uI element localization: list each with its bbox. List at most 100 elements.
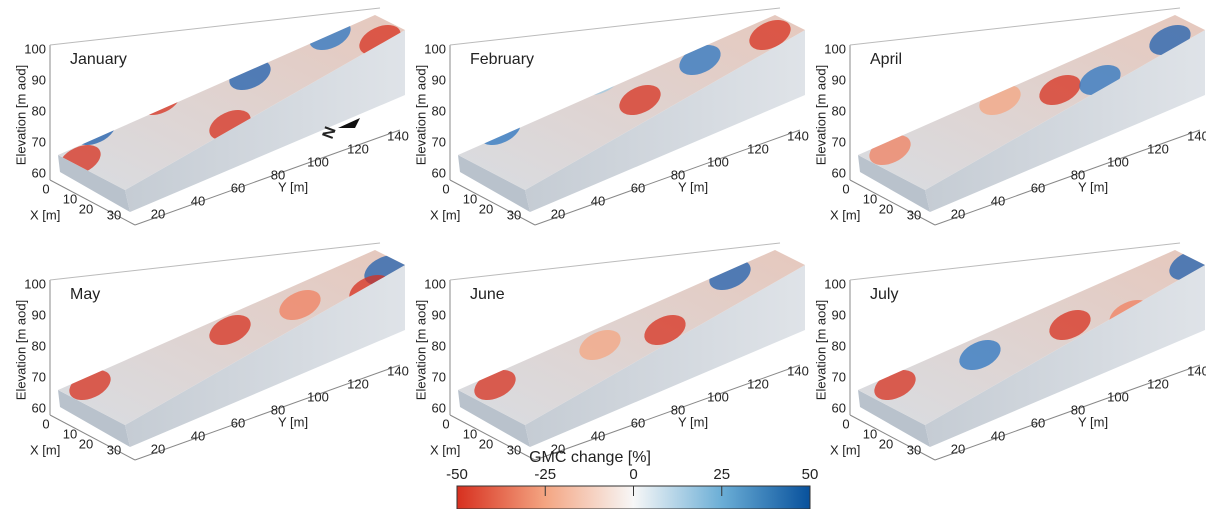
z-tick-label: 90 [832, 72, 846, 87]
colorbar-tick-label: 25 [713, 466, 730, 483]
panel-title: July [870, 286, 898, 303]
y-tick-label: 100 [307, 154, 329, 169]
y-tick-label: 80 [671, 167, 685, 182]
x-axis-label: X [m] [30, 207, 60, 222]
y-tick-label: 140 [387, 363, 409, 378]
anomaly [579, 329, 621, 361]
z-tick-label: 60 [432, 400, 446, 415]
colorbar-label: GMC change [%] [529, 449, 651, 466]
x-tick-label: 20 [79, 436, 93, 451]
z-tick-label: 100 [24, 41, 46, 56]
y-tick-label: 100 [707, 154, 729, 169]
x-tick-label: 30 [907, 207, 921, 222]
anomaly [959, 339, 1001, 371]
panel-title: May [70, 286, 100, 303]
z-tick-label: 70 [832, 369, 846, 384]
y-tick-label: 80 [271, 167, 285, 182]
y-axis-label: Y [m] [1078, 414, 1108, 429]
z-axis-label: Elevation [m aod] [13, 65, 28, 165]
panel: June Elevation [m aod] 100 90 80 70 60 X [m] 0 10… [413, 242, 809, 461]
y-axis-label: Y [m] [678, 179, 708, 194]
box-side [925, 265, 1205, 447]
x-tick-label: 0 [842, 181, 849, 196]
y-tick-label: 20 [551, 441, 565, 456]
axis-line [449, 7, 781, 46]
z-tick-label: 100 [824, 41, 846, 56]
y-tick-label: 100 [1107, 154, 1129, 169]
x-axis-label: X [m] [30, 442, 60, 457]
z-tick-label: 60 [832, 165, 846, 180]
x-tick-label: 20 [479, 436, 493, 451]
x-tick-label: 30 [907, 442, 921, 457]
y-tick-label: 60 [231, 415, 245, 430]
x-axis-label: X [m] [830, 442, 860, 457]
anomaly [209, 314, 251, 346]
y-tick-label: 20 [951, 441, 965, 456]
z-tick-label: 90 [432, 72, 446, 87]
z-tick-label: 60 [432, 165, 446, 180]
axis-line [934, 129, 1201, 226]
x-tick-label: 0 [42, 416, 49, 431]
axis-line [849, 242, 1181, 281]
y-tick-label: 100 [307, 389, 329, 404]
colorbar-tick-label: 0 [629, 466, 637, 483]
box-top [458, 250, 805, 425]
panel-title: January [70, 51, 127, 68]
north-label: N [320, 125, 340, 142]
z-tick-label: 100 [424, 276, 446, 291]
axis-line [49, 7, 381, 46]
x-axis-label: X [m] [430, 207, 460, 222]
y-tick-label: 40 [991, 193, 1005, 208]
z-tick-label: 80 [432, 338, 446, 353]
y-tick-label: 60 [1031, 180, 1045, 195]
z-tick-label: 60 [832, 400, 846, 415]
y-tick-label: 100 [707, 389, 729, 404]
box-end [458, 155, 530, 212]
y-tick-label: 60 [231, 180, 245, 195]
z-tick-label: 70 [832, 134, 846, 149]
y-tick-label: 60 [631, 415, 645, 430]
x-tick-label: 20 [879, 201, 893, 216]
y-tick-label: 80 [1071, 167, 1085, 182]
x-tick-label: 20 [879, 436, 893, 451]
z-tick-label: 100 [424, 41, 446, 56]
axis-line [49, 414, 136, 461]
x-tick-label: 30 [107, 207, 121, 222]
x-tick-label: 30 [507, 207, 521, 222]
x-tick-label: 10 [863, 426, 877, 441]
x-tick-label: 10 [463, 426, 477, 441]
z-tick-label: 100 [24, 276, 46, 291]
z-tick-label: 70 [32, 369, 46, 384]
box-end [58, 155, 130, 212]
axis-line [49, 179, 136, 226]
axis-line [134, 364, 401, 461]
x-axis-label: X [m] [430, 442, 460, 457]
panel-title: February [470, 51, 534, 68]
z-tick-label: 60 [32, 165, 46, 180]
y-tick-label: 120 [747, 376, 769, 391]
y-tick-label: 140 [1187, 128, 1206, 143]
y-tick-label: 80 [271, 402, 285, 417]
z-tick-label: 90 [832, 307, 846, 322]
panel-title: June [470, 286, 505, 303]
z-tick-label: 80 [32, 103, 46, 118]
box-side [125, 265, 405, 447]
y-axis-label: Y [m] [1078, 179, 1108, 194]
z-axis-label: Elevation [m aod] [813, 300, 828, 400]
box-top [58, 15, 405, 190]
axis-line [449, 179, 536, 226]
y-axis-label: Y [m] [278, 414, 308, 429]
colorbar-tick-label: 50 [802, 466, 819, 483]
y-tick-label: 120 [347, 141, 369, 156]
panel-title: April [870, 51, 902, 68]
axis-line [934, 364, 1201, 461]
z-tick-label: 70 [432, 134, 446, 149]
z-axis-label: Elevation [m aod] [13, 300, 28, 400]
y-tick-label: 20 [951, 206, 965, 221]
x-tick-label: 10 [463, 191, 477, 206]
x-tick-label: 0 [42, 181, 49, 196]
